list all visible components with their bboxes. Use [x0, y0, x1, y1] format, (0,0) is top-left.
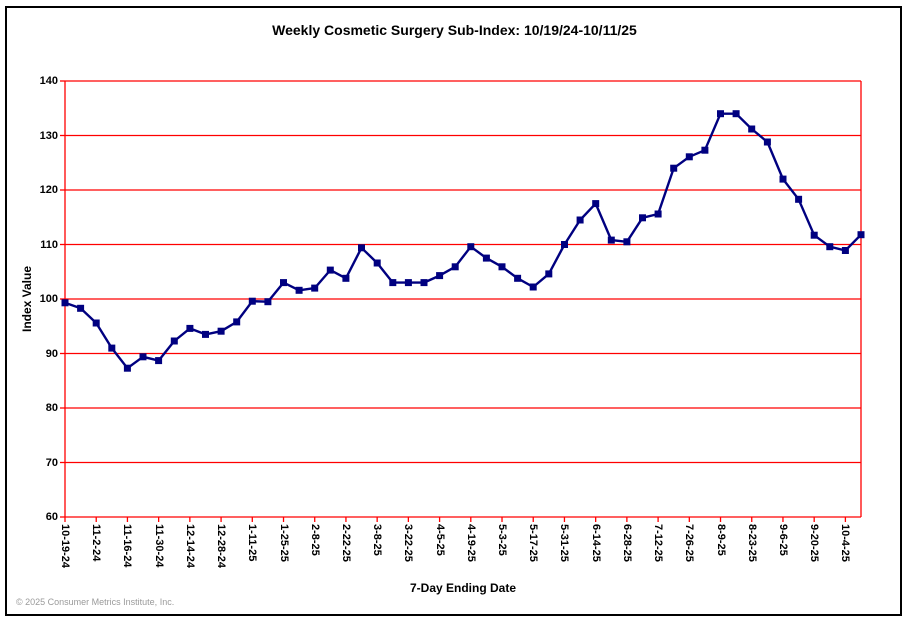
y-tick-label: 110	[40, 238, 58, 251]
data-point-marker	[170, 337, 178, 345]
y-tick-label: 60	[45, 511, 58, 523]
data-point-marker	[92, 319, 100, 327]
data-point-marker	[795, 195, 803, 203]
x-axis-title: 7-Day Ending Date	[409, 581, 517, 595]
data-point-marker	[639, 214, 646, 222]
data-point-marker	[685, 153, 693, 161]
data-point-marker	[404, 279, 412, 287]
x-tick-label: 3-8-25	[371, 524, 384, 556]
x-tick-label: 12-14-24	[183, 524, 196, 569]
data-point-marker	[654, 210, 662, 218]
x-tick-label: 12-28-24	[215, 524, 228, 569]
data-point-marker	[186, 324, 194, 332]
data-point-marker	[342, 274, 350, 282]
data-point-marker	[810, 231, 818, 239]
x-tick-label: 8-9-25	[714, 524, 727, 556]
data-point-marker	[155, 357, 163, 365]
x-tick-label: 4-5-25	[433, 524, 446, 556]
data-point-marker	[732, 110, 740, 118]
x-tick-label: 3-22-25	[402, 524, 415, 562]
data-point-marker	[717, 110, 724, 118]
x-tick-label: 10-4-25	[839, 524, 852, 562]
data-point-marker	[311, 284, 319, 292]
data-point-marker	[77, 304, 85, 312]
data-point-marker	[373, 259, 381, 267]
index-line	[64, 112, 862, 370]
data-point-marker	[545, 270, 553, 278]
x-tick-label: 7-12-25	[652, 524, 665, 562]
x-tick-label: 6-28-25	[620, 524, 633, 562]
x-tick-label: 6-14-25	[589, 524, 602, 562]
data-point-marker	[389, 279, 397, 287]
x-tick-label: 5-3-25	[496, 524, 509, 556]
data-point-marker	[451, 263, 459, 271]
x-tick-label: 1-11-25	[246, 524, 259, 562]
data-point-marker	[841, 247, 849, 254]
y-tick-label: 120	[39, 184, 58, 196]
data-point-marker	[670, 164, 678, 172]
y-tick-label: 70	[45, 456, 58, 469]
data-point-marker	[561, 241, 568, 248]
data-point-marker	[295, 286, 303, 294]
data-point-marker	[498, 263, 506, 271]
x-tick-label: 2-8-25	[308, 524, 321, 556]
data-point-marker	[264, 298, 272, 306]
data-point-marker	[748, 125, 756, 133]
data-point-marker	[576, 216, 584, 224]
data-point-marker	[280, 279, 287, 287]
data-point-marker	[482, 254, 490, 262]
x-tick-label: 1-25-25	[277, 524, 290, 562]
x-tick-label: 5-31-25	[558, 524, 571, 562]
data-point-marker	[529, 283, 537, 291]
data-point-marker	[108, 344, 116, 352]
x-tick-label: 11-2-24	[90, 524, 103, 562]
y-tick-label: 80	[45, 402, 58, 414]
x-tick-label: 5-17-25	[527, 524, 540, 562]
data-point-marker	[248, 297, 256, 305]
data-point-marker	[326, 266, 334, 274]
x-tick-label: 9-20-25	[808, 524, 821, 562]
y-tick-label: 90	[45, 347, 58, 360]
data-point-marker	[623, 238, 631, 246]
data-point-marker	[217, 327, 225, 335]
data-point-marker	[61, 299, 69, 307]
chart-outer-border	[5, 6, 902, 616]
x-tick-label: 9-6-25	[776, 524, 789, 556]
data-point-marker	[607, 236, 615, 244]
data-point-marker	[763, 138, 771, 146]
data-point-marker	[436, 272, 444, 280]
data-point-marker	[123, 364, 131, 372]
data-point-marker	[420, 279, 428, 287]
x-tick-label: 4-19-25	[464, 524, 477, 562]
x-tick-label: 10-19-24	[59, 524, 71, 569]
x-tick-label: 7-26-25	[683, 524, 696, 562]
y-tick-label: 130	[39, 129, 58, 142]
x-tick-label: 8-23-25	[745, 524, 758, 562]
data-point-marker	[358, 244, 365, 252]
x-tick-label: 11-16-24	[121, 524, 134, 568]
data-point-marker	[857, 231, 865, 239]
data-point-marker	[826, 243, 834, 251]
y-tick-label: 100	[39, 293, 58, 305]
data-point-marker	[514, 274, 522, 282]
data-point-marker	[592, 200, 600, 208]
data-point-marker	[139, 353, 147, 361]
chart-title: Weekly Cosmetic Surgery Sub-Index: 10/19…	[272, 22, 637, 38]
x-tick-label: 11-30-24	[152, 524, 165, 568]
copyright-text: © 2025 Consumer Metrics Institute, Inc.	[16, 597, 175, 607]
y-tick-label: 140	[39, 75, 58, 87]
data-point-marker	[701, 146, 709, 154]
data-point-marker	[202, 330, 209, 338]
data-point-marker	[467, 243, 475, 251]
data-point-marker	[779, 175, 787, 183]
x-tick-label: 2-22-25	[339, 524, 352, 562]
data-point-marker	[233, 318, 241, 326]
